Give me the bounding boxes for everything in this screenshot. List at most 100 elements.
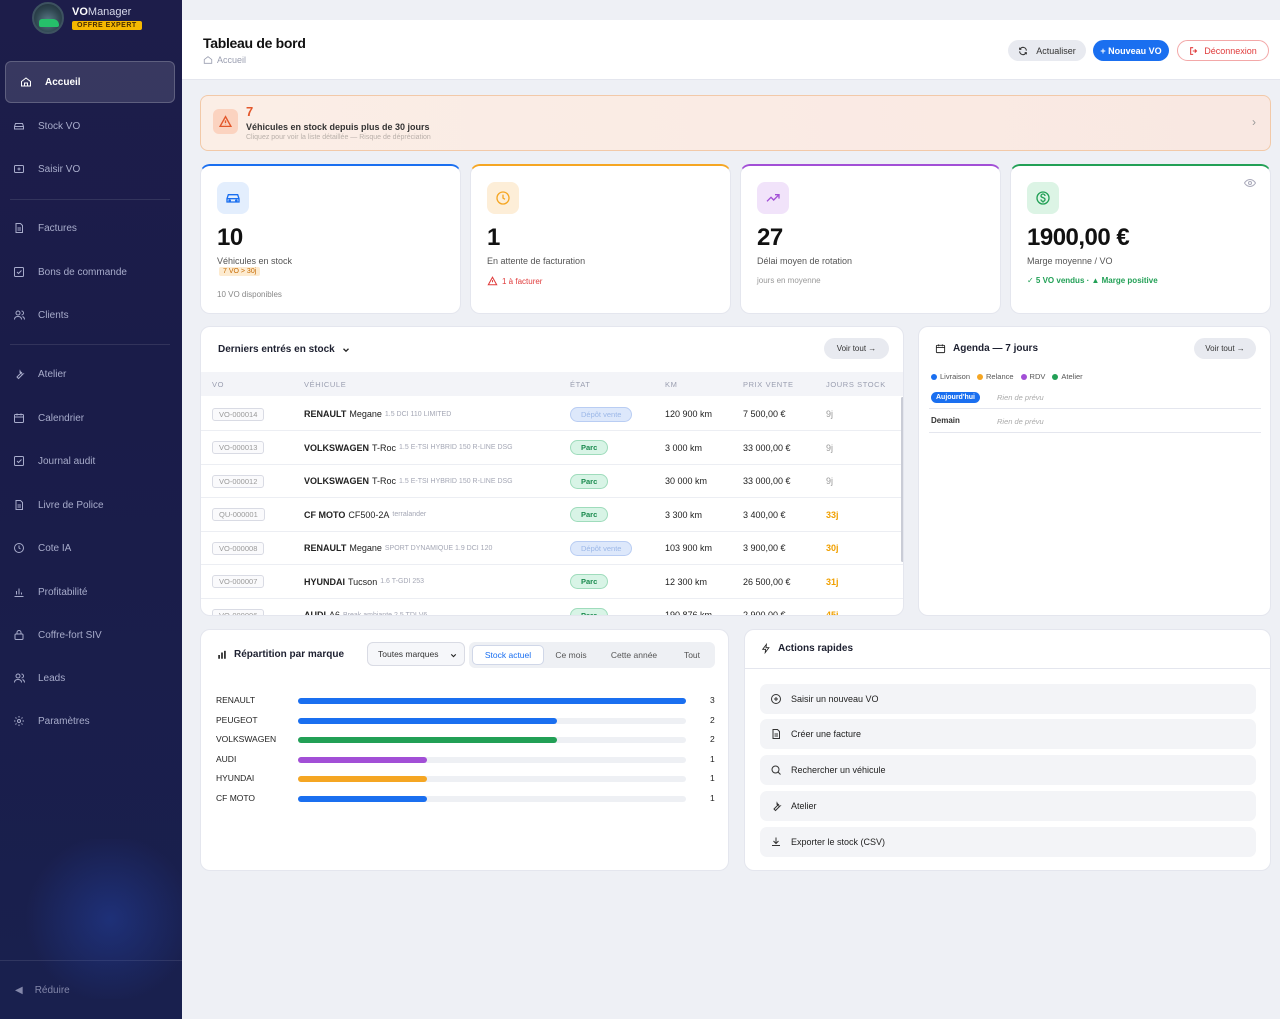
price-cell: 26 500,00 € [743,576,791,587]
column-header[interactable]: KM [665,380,678,389]
column-header[interactable]: ÉTAT [570,380,591,389]
kpi-card-marge[interactable]: 1900,00 € Marge moyenne / VO ✓ 5 VO vend… [1010,164,1271,314]
new-vo-button[interactable]: + Nouveau VO [1093,40,1169,61]
sidebar-item-journal-audit[interactable]: Journal audit [10,446,172,476]
sidebar-item-factures[interactable]: Factures [10,213,172,243]
logout-button[interactable]: Déconnexion [1177,40,1269,61]
kpi-card-stock[interactable]: 10 Véhicules en stock 7 VO > 30j 10 VO d… [200,164,461,314]
stock-panel-title[interactable]: Derniers entrés en stock [218,344,351,355]
vehicle-model: A6 [329,610,341,616]
brand-filter-select[interactable]: Toutes marques [367,642,465,666]
sidebar-item-livre-de-police[interactable]: Livre de Police [10,490,172,520]
clock-icon [12,541,26,555]
collapse-sidebar-button[interactable]: ◀ Réduire [15,985,70,996]
status-badge: Parc [570,473,609,489]
column-header[interactable]: PRIX VENTE [743,380,794,389]
collapse-label: Réduire [34,985,70,996]
panel-title-text: Agenda — 7 jours [953,343,1039,354]
kpi-card-facturation[interactable]: 1 En attente de facturation 1 à facturer [470,164,731,314]
sidebar-item-label: Profitabilité [38,586,88,598]
sidebar-item-cote-ia[interactable]: Cote IA [10,533,172,563]
vo-id-badge[interactable]: QU-000001 [212,508,265,521]
bar-chart-icon [12,585,26,599]
chevron-left-icon: ◀ [15,985,23,996]
sidebar-item-atelier[interactable]: Atelier [10,359,172,389]
vehicle-trim: 1.6 T-GDI 253 [380,578,425,585]
brand-name: RENAULT [216,695,256,705]
tab-cette-annee[interactable]: Cette année [610,650,658,660]
sidebar-item-label: Cote IA [38,542,72,554]
bar-track [298,737,686,743]
vo-id-badge[interactable]: VO-000012 [212,474,265,488]
price-cell: 3 900,00 € [743,543,786,553]
breadcrumb-item[interactable]: Accueil [217,55,247,65]
tab-ce-mois[interactable]: Ce mois [555,650,587,660]
bar-fill [298,795,428,802]
table-row[interactable]: VO-000007 HYUNDAI Tucson 1.6 T-GDI 253 Parc 1… [201,565,903,599]
refresh-button[interactable]: Actualiser [1008,40,1086,61]
vo-id-badge[interactable]: VO-000013 [212,441,265,454]
sidebar-item-stock-vo[interactable]: Stock VO [10,111,172,141]
wrench-icon [12,367,26,381]
agenda-title: Agenda — 7 jours [935,343,1038,354]
sidebar-item-calendrier[interactable]: Calendrier [10,403,172,433]
action-rechercher-vehicule[interactable]: Rechercher un véhicule [760,755,1256,785]
table-row[interactable]: VO-000006 AUDI A6 Break ambiante 2.5 TDI V6… [201,598,903,616]
vehicle-model: Megane [349,543,382,553]
sidebar-item-profitabilite[interactable]: Profitabilité [10,577,172,607]
action-exporter-csv[interactable]: Exporter le stock (CSV) [760,827,1256,857]
sidebar-item-coffre-fort-siv[interactable]: Coffre-fort SIV [10,620,172,650]
legend-item: RDV [1020,372,1045,381]
bar-track [298,717,686,724]
vo-id-badge[interactable]: VO-000007 [212,575,265,588]
action-atelier[interactable]: Atelier [760,791,1256,821]
sidebar-item-label: Paramètres [38,715,90,727]
logout-label: Déconnexion [1204,45,1257,56]
km-cell: 120 900 km [665,409,713,419]
sidebar-item-parametres[interactable]: Paramètres [10,706,172,736]
stock-age-alert[interactable]: 7 Véhicules en stock depuis plus de 30 j… [200,95,1271,151]
logout-icon [1190,46,1198,55]
eye-icon[interactable] [1243,178,1257,191]
table-row[interactable]: VO-000014 RENAULT Megane 1.5 DCI 110 LIMITE… [201,397,903,431]
sidebar-item-clients[interactable]: Clients [10,300,172,330]
document-icon [12,221,26,235]
column-header[interactable]: JOURS STOCK [826,380,886,389]
bar-track [298,756,686,763]
sidebar-item-label: Stock VO [38,120,81,132]
kpi-sub: 1 à facturer [487,276,542,286]
tab-tout[interactable]: Tout [683,650,701,660]
sidebar-item-leads[interactable]: Leads [10,663,172,693]
table-row[interactable]: VO-000012 VOLKSWAGEN T-Roc 1.5 E-TSI HYBRID… [201,464,903,498]
panel-divider [745,668,1270,669]
agenda-divider [929,408,1261,409]
sidebar-item-accueil[interactable]: Accueil [5,61,175,103]
kpi-card-rotation[interactable]: 27 Délai moyen de rotation jours en moye… [740,164,1001,314]
sidebar-item-saisir-vo[interactable]: Saisir VO [10,154,172,184]
column-header[interactable]: VÉHICULE [304,380,347,389]
vehicle-make: RENAULT [304,543,347,553]
vo-id-badge[interactable]: VO-000014 [212,407,265,421]
km-cell: 3 000 km [665,442,703,453]
days-cell: 9j [826,442,834,453]
table-row[interactable]: QU-000001 CF MOTO CF500-2A terralander Parc 3… [201,498,903,532]
table-row[interactable]: VO-000013 VOLKSWAGEN T-Roc 1.5 E-TSI HYBRID… [201,431,903,465]
days-cell: 31j [826,576,839,587]
action-creer-facture[interactable]: Créer une facture [760,719,1256,749]
vo-id-badge[interactable]: VO-000006 [212,608,265,615]
days-cell: 9j [826,409,834,419]
vo-id-badge[interactable]: VO-000008 [212,541,265,555]
see-all-agenda-button[interactable]: Voir tout → [1194,338,1256,359]
column-header[interactable]: VO [212,380,225,389]
select-value: Toutes marques [378,649,439,659]
actions-panel: Actions rapides Saisir un nouveau VO Cré… [744,629,1271,871]
action-saisir-vo[interactable]: Saisir un nouveau VO [760,684,1256,714]
km-cell: 103 900 km [665,543,713,553]
see-all-stock-button[interactable]: Voir tout → [824,338,889,359]
sidebar-item-bons-de-commande[interactable]: Bons de commande [10,257,172,287]
legend-dot [1052,373,1059,380]
kpi-sub-text: 1 à facturer [502,276,543,286]
tab-stock-actuel[interactable]: Stock actuel [472,645,544,665]
table-row[interactable]: VO-000008 RENAULT Megane SPORT DYNAMIQUE 1.… [201,531,903,565]
table-scrollbar[interactable] [901,397,903,562]
